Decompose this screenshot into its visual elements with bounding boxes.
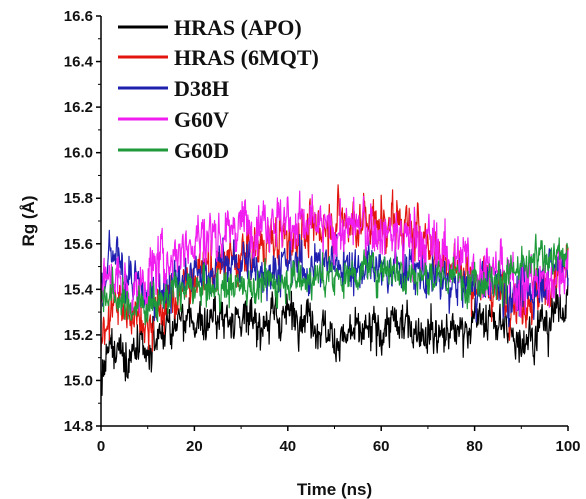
y-tick-label: 16.0	[64, 145, 93, 162]
y-tick-label: 15.6	[64, 236, 93, 253]
y-tick-label: 16.2	[64, 99, 93, 116]
y-tick-label: 16.4	[64, 54, 94, 71]
legend: HRAS (APO) HRAS (6MQT) D38H G60V G60D	[118, 15, 319, 163]
series-line-g60d	[100, 233, 569, 326]
series-line-hras-apo	[100, 278, 569, 396]
y-tick-label: 15.0	[64, 372, 93, 389]
y-tick-label: 15.4	[64, 281, 94, 298]
x-tick-label: 40	[279, 438, 296, 455]
x-tick-label: 60	[373, 438, 390, 455]
y-tick-label: 14.8	[64, 418, 93, 435]
legend-label-d38h: D38H	[174, 76, 229, 101]
series-layer	[100, 184, 569, 396]
legend-label-g60d: G60D	[174, 138, 229, 163]
x-tick-label: 20	[186, 438, 203, 455]
x-axis-title: Time (ns)	[297, 480, 372, 499]
x-tick-label: 0	[97, 438, 105, 455]
legend-label-hras-apo: HRAS (APO)	[174, 15, 302, 40]
legend-label-g60v: G60V	[174, 107, 229, 132]
axes-layer: 14.8 15.0 15.2 15.4 15.6 15.8 16.0 16.2 16.4 16.6…	[19, 8, 581, 499]
y-tick-label: 15.8	[64, 190, 93, 207]
x-tick-label: 100	[555, 438, 580, 455]
y-tick-label: 15.2	[64, 327, 93, 344]
y-tick-label: 16.6	[64, 8, 93, 25]
legend-label-hras-6mqt: HRAS (6MQT)	[174, 45, 319, 70]
y-axis-title: Rg (Å)	[19, 196, 38, 247]
x-tick-label: 80	[466, 438, 483, 455]
